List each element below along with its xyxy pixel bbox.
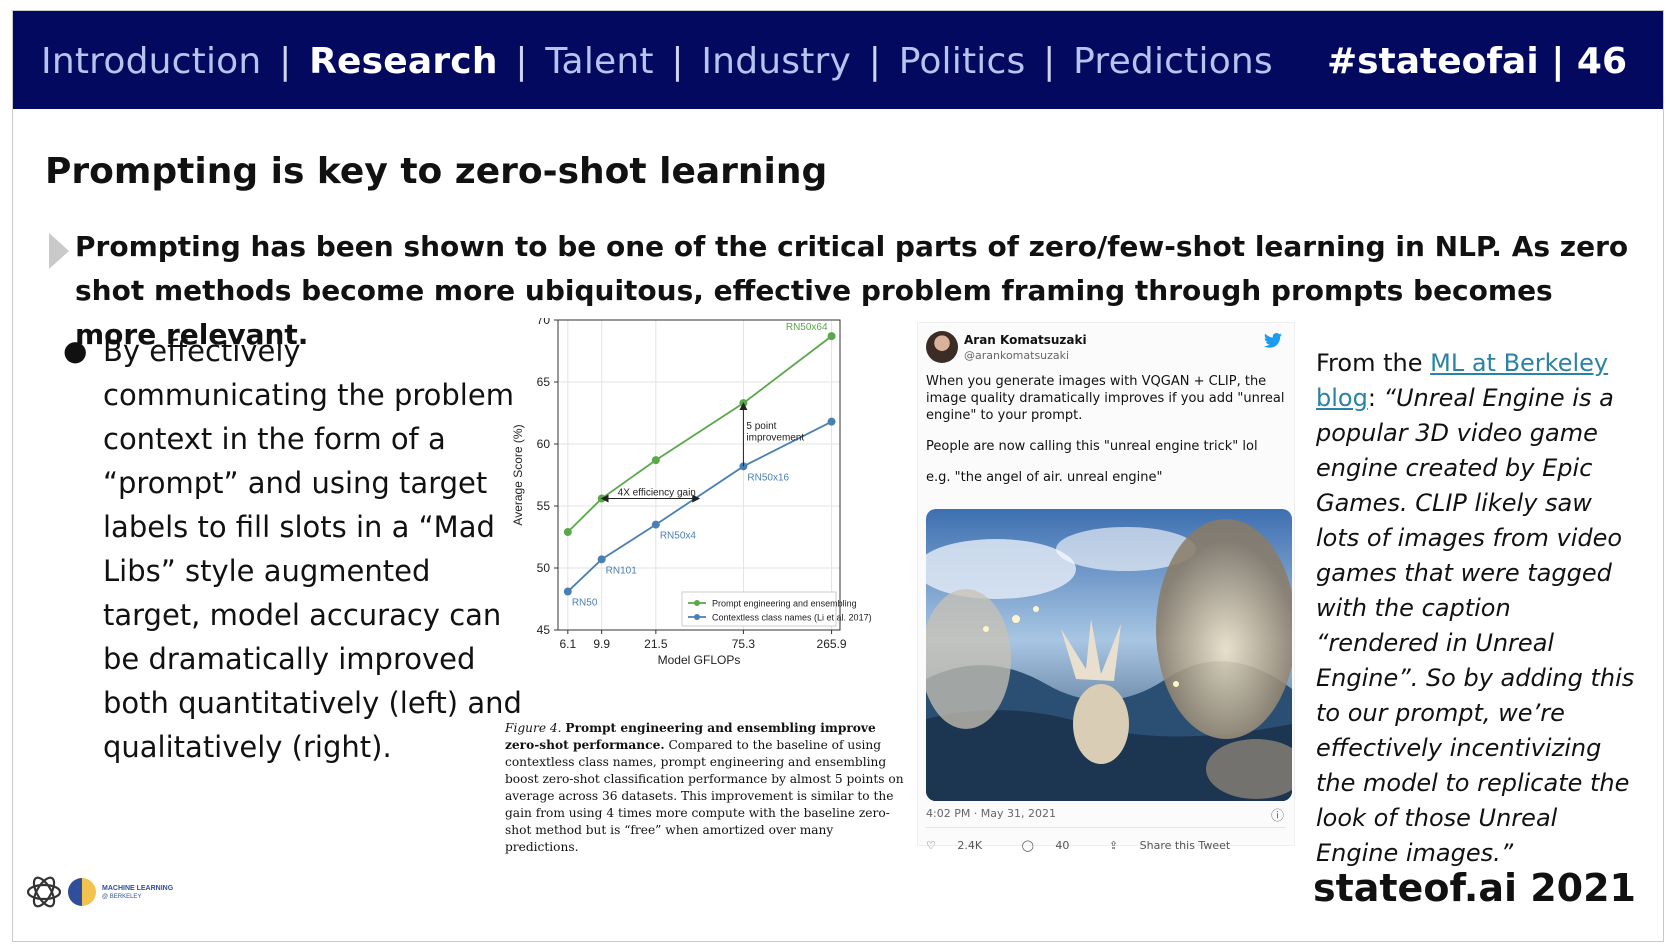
x-tick-label: 75.3 <box>732 637 756 651</box>
chart-svg: 45 50 55 60 65 70 6.1 9.9 21.5 75.3 265.9 Model GFL… <box>511 313 872 667</box>
bullet-text: By effectively communicating the problem… <box>103 334 522 764</box>
caption-bold-title: Prompt engineering and ensembling improv… <box>505 721 876 752</box>
legend-marker <box>694 614 700 620</box>
point-label: RN50x16 <box>747 472 789 483</box>
series-point <box>563 587 572 596</box>
avatar[interactable] <box>926 331 958 363</box>
nav-separator: | <box>515 41 528 82</box>
slide-frame: Introduction | Research | Talent | Indus… <box>12 10 1664 942</box>
footer-logos: MACHINE LEARNING @ BERKELEY <box>24 872 224 912</box>
plot-frame <box>557 319 841 631</box>
ml-berkeley-logo-line2: @ BERKELEY <box>102 894 141 900</box>
prompting-chart: 45 50 55 60 65 70 6.1 9.9 21.5 75.3 265.9 Model GFL… <box>498 313 900 728</box>
tweet-body: When you generate images with VQGAN + CL… <box>926 373 1286 500</box>
nav-separator: | <box>1043 41 1056 82</box>
caption-figure-label: Figure 4. <box>505 721 562 735</box>
lead-arrow-icon <box>49 233 69 269</box>
blog-quote: From the ML at Berkeley blog: “Unreal En… <box>1316 346 1636 871</box>
series-point <box>827 332 836 341</box>
tweet-author-name[interactable]: Aran Komatsuzaki <box>964 333 1087 347</box>
lead-text: Prompting has been shown to be one of th… <box>75 230 1629 351</box>
share-label: Share this Tweet <box>1139 839 1231 852</box>
x-tick-label: 265.9 <box>817 637 847 651</box>
series-point <box>563 528 572 537</box>
nav-separator: | <box>279 41 292 82</box>
tweet-card[interactable]: Aran Komatsuzaki @arankomatsuzaki When y… <box>917 322 1295 852</box>
reply-action[interactable]: ◯ 40 <box>1022 839 1088 852</box>
improvement-label: 5 point <box>746 421 776 432</box>
nav-politics[interactable]: Politics <box>898 41 1026 82</box>
slide-title: Prompting is key to zero-shot learning <box>45 151 828 192</box>
figure-caption: Figure 4. Prompt engineering and ensembl… <box>505 720 905 856</box>
y-tick-label: 70 <box>537 318 551 327</box>
tweet-paragraph: e.g. "the angel of air. unreal engine" <box>926 470 1163 485</box>
slide-tag-and-number: #stateofai | 46 <box>1326 41 1627 82</box>
legend-box <box>681 591 837 627</box>
reply-icon: ◯ <box>1021 839 1034 852</box>
series-point <box>597 555 606 564</box>
section-nav: Introduction | Research | Talent | Indus… <box>41 41 1273 82</box>
info-icon[interactable]: ⓘ <box>1270 809 1284 824</box>
quote-colon: : <box>1367 384 1384 412</box>
openai-logo-icon <box>26 876 62 908</box>
y-tick-label: 55 <box>537 499 551 513</box>
point-label: RN50x4 <box>660 531 697 542</box>
tweet-actions: ♡ 2.4K ◯ 40 ⇪ Share this Tweet <box>926 839 1266 852</box>
nav-industry[interactable]: Industry <box>701 41 852 82</box>
quote-text: “Unreal Engine is a popular 3D video gam… <box>1316 384 1635 867</box>
like-action[interactable]: ♡ 2.4K <box>926 839 1000 852</box>
x-tick-label: 21.5 <box>644 637 668 651</box>
nav-research[interactable]: Research <box>309 41 498 82</box>
point-label: RN50 <box>572 598 598 609</box>
footer-brand: stateof.ai 2021 <box>1312 866 1636 910</box>
point-label: RN101 <box>606 565 638 576</box>
ml-berkeley-logo-line1: MACHINE LEARNING <box>102 885 174 892</box>
header-bar: Introduction | Research | Talent | Indus… <box>13 11 1663 109</box>
share-action[interactable]: ⇪ Share this Tweet <box>1109 839 1248 852</box>
y-tick-label: 45 <box>537 623 551 637</box>
nav-separator: | <box>868 41 882 82</box>
reply-count: 40 <box>1055 839 1070 852</box>
y-tick-label: 50 <box>537 561 551 575</box>
nav-talent[interactable]: Talent <box>545 41 654 82</box>
tweet-timestamp[interactable]: 4:02 PM · May 31, 2021 <box>926 807 1057 820</box>
series-point <box>651 520 660 529</box>
y-axis-label: Average Score (%) <box>511 424 525 525</box>
tweet-paragraph: People are now calling this "unreal engi… <box>926 439 1258 454</box>
heart-icon: ♡ <box>926 839 936 852</box>
series-point <box>651 456 660 465</box>
y-tick-label: 60 <box>537 437 551 451</box>
x-tick-label: 6.1 <box>559 637 576 651</box>
ml-berkeley-blog-link[interactable]: ML at Berkeley blog <box>1316 349 1609 412</box>
nav-predictions[interactable]: Predictions <box>1073 41 1273 82</box>
y-tick-label: 65 <box>537 375 551 389</box>
tweet-generated-image[interactable] <box>926 509 1292 801</box>
ml-berkeley-logo-icon: MACHINE LEARNING @ BERKELEY <box>68 878 174 906</box>
tweet-author-handle[interactable]: @arankomatsuzaki <box>964 349 1070 362</box>
bullet-dot-icon: ● <box>63 334 88 367</box>
caption-body: Compared to the baseline of using contex… <box>505 738 904 854</box>
twitter-bird-icon[interactable] <box>1264 333 1282 352</box>
series-point <box>827 417 836 426</box>
nav-introduction[interactable]: Introduction <box>41 41 262 82</box>
legend-label: Contextless class names (Li et al. 2017) <box>712 613 872 623</box>
x-tick-label: 9.9 <box>593 637 610 651</box>
tweet-divider <box>926 827 1286 828</box>
improvement-label: improvement <box>746 432 804 443</box>
x-axis-label: Model GFLOPs <box>658 653 741 667</box>
quote-prefix: From the <box>1316 349 1431 377</box>
like-count: 2.4K <box>957 839 983 852</box>
tweet-paragraph: When you generate images with VQGAN + CL… <box>926 374 1285 423</box>
share-icon: ⇪ <box>1108 839 1119 852</box>
nav-separator: | <box>671 41 684 82</box>
legend-label: Prompt engineering and ensembling <box>712 599 857 609</box>
efficiency-gain-label: 4X efficiency gain <box>618 488 696 499</box>
legend-marker <box>694 600 700 606</box>
point-label: RN50x64 <box>786 322 828 333</box>
